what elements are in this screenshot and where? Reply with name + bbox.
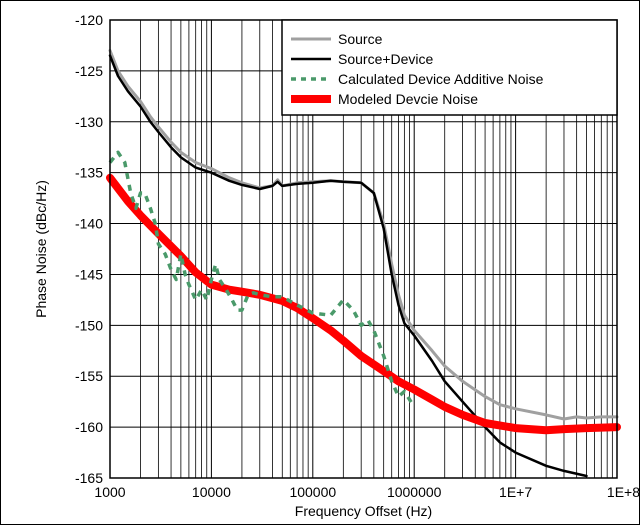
legend: Source Source+Device Calculated Device A… <box>281 19 618 116</box>
x-tick-label: 1E+8 <box>607 484 640 500</box>
x-tick-label: 100000 <box>289 484 336 500</box>
legend-box <box>281 19 618 116</box>
legend-label-modeled-device-noise: Modeled Devcie Noise <box>338 91 478 107</box>
y-tick-label: -135 <box>75 165 103 181</box>
x-axis-label: Frequency Offset (Hz) <box>295 503 432 519</box>
x-tick-label: 1000000 <box>387 484 442 500</box>
series-layer <box>106 49 621 478</box>
x-tick-label: 1E+7 <box>499 484 532 500</box>
y-tick-label: -165 <box>75 470 103 486</box>
legend-label-calculated-device-additive-noise: Calculated Device Additive Noise <box>338 71 544 87</box>
legend-label-source: Source <box>338 31 383 47</box>
y-tick-label: -130 <box>75 114 103 130</box>
y-axis-label: Phase Noise (dBc/Hz) <box>33 180 49 318</box>
y-tick-label: -125 <box>75 63 103 79</box>
y-tick-label: -120 <box>75 12 103 28</box>
x-tick-label: 1000 <box>94 484 125 500</box>
x-tick-label: 10000 <box>192 484 231 500</box>
y-tick-label: -155 <box>75 368 103 384</box>
y-tick-label: -145 <box>75 266 103 282</box>
y-tick-label: -150 <box>75 317 103 333</box>
series-line-1 <box>108 54 588 478</box>
y-tick-label: -140 <box>75 216 103 232</box>
series-line-3 <box>106 173 621 435</box>
y-tick-label: -160 <box>75 419 103 435</box>
legend-label-source-device: Source+Device <box>338 51 434 67</box>
series-line-2 <box>108 150 416 408</box>
tick-labels: -120 -125 -130 -135 -140 -145 -150 -155 -160 -165… <box>75 12 640 500</box>
